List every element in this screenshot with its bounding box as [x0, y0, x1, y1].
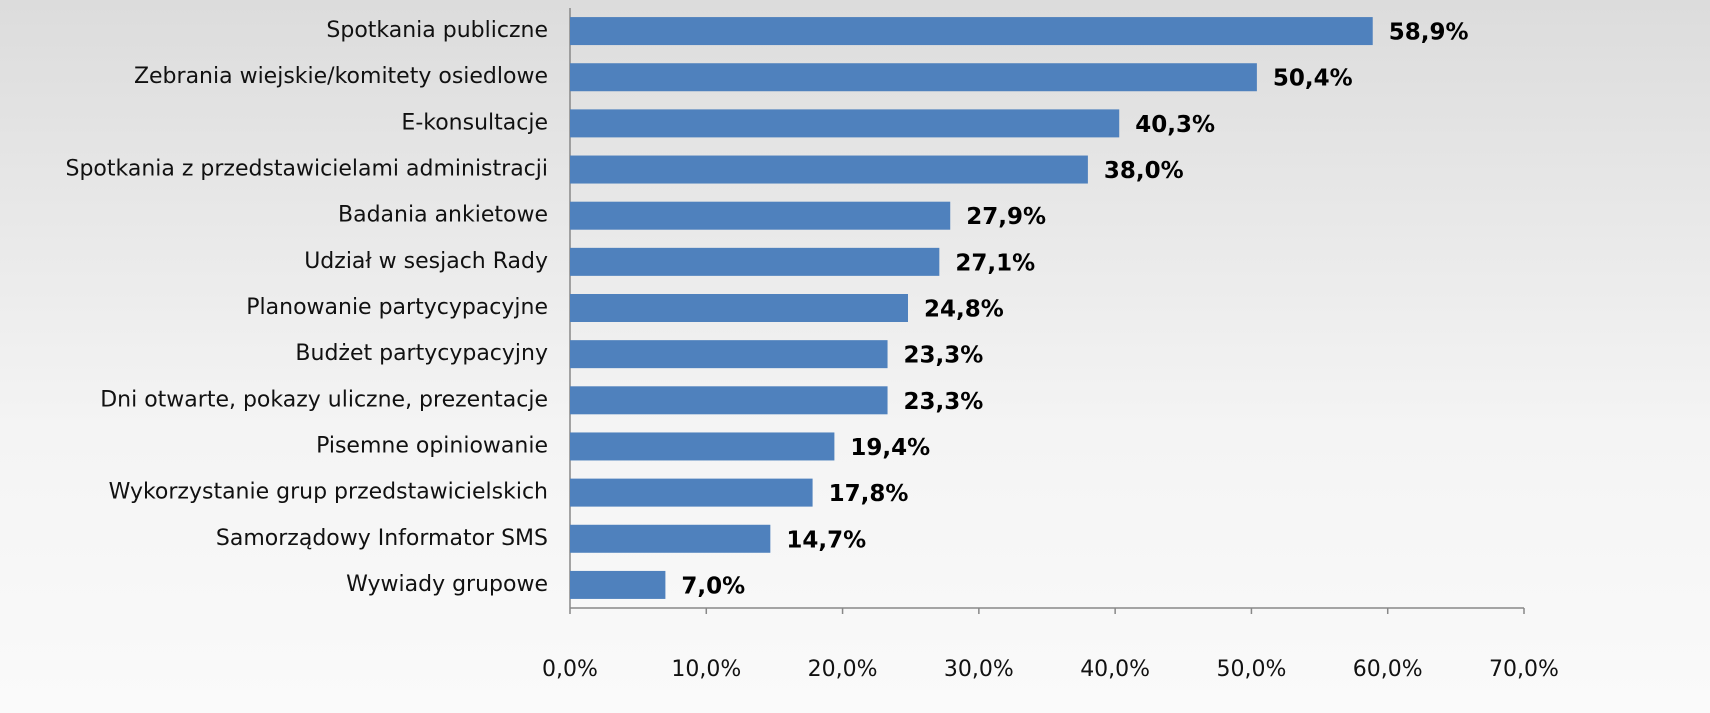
x-tick-label: 0,0% [542, 657, 598, 682]
y-tick-label: Planowanie partycypacyjne [246, 295, 548, 320]
value-label: 19,4% [850, 435, 930, 461]
y-tick-label: Spotkania publiczne [326, 18, 548, 43]
x-tick-label: 70,0% [1489, 657, 1559, 682]
x-tick-label: 50,0% [1216, 657, 1286, 682]
bar [570, 524, 771, 553]
value-label: 27,9% [966, 204, 1046, 230]
bar [570, 386, 888, 415]
bar [570, 63, 1257, 92]
y-tick-label: Samorządowy Informator SMS [216, 526, 548, 551]
bar [570, 17, 1373, 46]
bar [570, 570, 666, 599]
x-tick-label: 40,0% [1080, 657, 1150, 682]
value-label: 17,8% [829, 481, 909, 507]
y-tick-label: Pisemne opiniowanie [316, 433, 548, 458]
value-label: 14,7% [786, 527, 866, 553]
value-label: 27,1% [955, 250, 1035, 276]
y-tick-label: Udział w sesjach Rady [304, 249, 548, 274]
value-label: 23,3% [904, 389, 984, 415]
y-tick-label: Wywiady grupowe [346, 572, 548, 597]
x-tick-label: 30,0% [944, 657, 1014, 682]
value-label: 23,3% [904, 343, 984, 369]
bar [570, 340, 888, 369]
bar [570, 247, 940, 276]
bar [570, 294, 908, 322]
value-label: 50,4% [1273, 66, 1353, 92]
bar [570, 432, 835, 461]
y-tick-label: Budżet partycypacyjny [295, 341, 548, 366]
value-label: 7,0% [681, 573, 745, 599]
bar [570, 478, 813, 507]
y-tick-label: Dni otwarte, pokazy uliczne, prezentacje [100, 387, 548, 412]
value-label: 40,3% [1135, 112, 1215, 138]
y-tick-label: Spotkania z przedstawicielami administra… [65, 157, 548, 182]
bar [570, 201, 951, 230]
x-tick-label: 10,0% [671, 657, 741, 682]
value-label: 24,8% [924, 297, 1004, 323]
x-tick-label: 60,0% [1353, 657, 1423, 682]
y-tick-label: Zebrania wiejskie/komitety osiedlowe [134, 64, 548, 89]
y-tick-label: E-konsultacje [401, 110, 548, 135]
x-tick-label: 20,0% [808, 657, 878, 682]
value-label: 58,9% [1389, 20, 1469, 46]
bar [570, 109, 1120, 138]
y-tick-label: Badania ankietowe [338, 203, 548, 228]
value-label: 38,0% [1104, 158, 1184, 184]
y-tick-label: Wykorzystanie grup przedstawicielskich [109, 480, 548, 505]
bar [570, 155, 1088, 184]
